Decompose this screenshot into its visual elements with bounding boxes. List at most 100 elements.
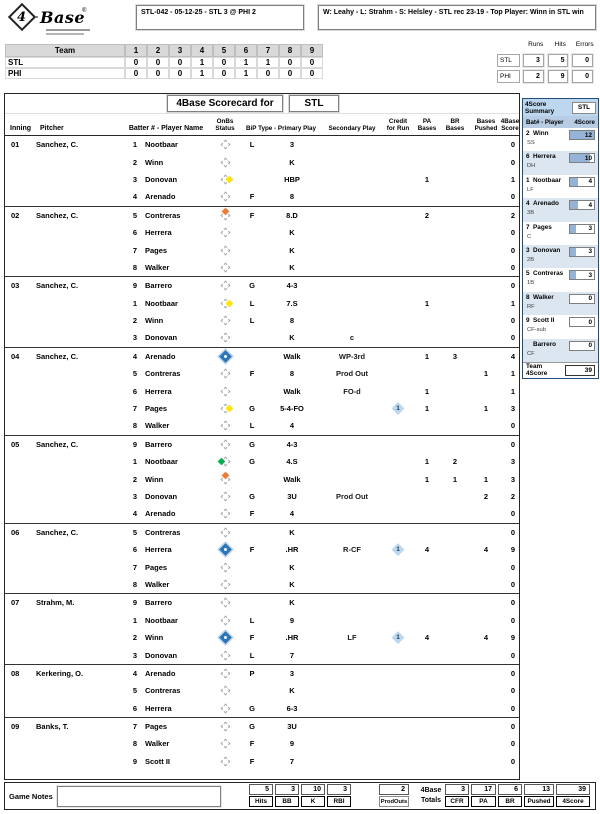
bip-type: L [249, 316, 255, 326]
secondary-play [321, 453, 383, 470]
fourscore-team-selector[interactable]: STL [572, 101, 596, 114]
inning-cell [5, 682, 35, 699]
primary-play: K [289, 579, 295, 589]
bases-pushed: 4 [483, 545, 489, 555]
credit-for-run-cell [383, 470, 413, 487]
batter-name: Pages [145, 245, 168, 255]
onbase-status-cell [209, 224, 241, 241]
br-bases [441, 753, 469, 770]
inning-group: 08 Kerkering, O. 4 Arenado P 3 0 5 Contreras K 0 6 H… [5, 665, 519, 718]
inning-group: 03 Sanchez, C. 9 Barrero G 4-3 0 1 Nootbaar L 7.S 1… [5, 277, 519, 348]
fourscore-player-line: 5 Contreras [526, 270, 596, 277]
br-bases [441, 700, 469, 717]
bip-type [241, 259, 263, 276]
credit-for-run-cell [383, 453, 413, 470]
fourbase-score: 4 [510, 351, 515, 361]
onbase-status-cell [209, 312, 241, 329]
rhe-value: 3 [523, 54, 544, 67]
logo-number: 4 [17, 10, 27, 25]
empty-diamond-icon [220, 439, 230, 450]
onbase-status-icon-none [219, 367, 232, 380]
scorecard-table: 4Base Scorecard for STL Inning Pitcher B… [4, 93, 520, 780]
linescore-inning-header: 9 [301, 44, 323, 57]
batter-row: 1 Nootbaar G 4.S 1 2 3 [5, 453, 519, 470]
stat-hits-group: 5 Hits [249, 784, 273, 807]
secondary-play [321, 682, 383, 699]
col-header-credit-for-run: Credit for Run [386, 118, 410, 133]
batter-row: 4 Arenado F 8 0 [5, 188, 519, 205]
bip-type: L [249, 650, 255, 660]
batter-name: Walker [145, 262, 170, 272]
inning-cell [5, 453, 35, 470]
batter-name: Arenado [145, 192, 176, 202]
batter-name: Donovan [145, 174, 178, 184]
bip-type [241, 153, 263, 170]
fourscore-player-line: 7 Pages [526, 224, 596, 231]
pa-bases [413, 735, 441, 752]
pitcher-cell: Sanchez, C. [36, 281, 79, 291]
secondary-play: Prod Out [335, 492, 369, 501]
credit-for-run-cell [383, 207, 413, 224]
secondary-play [321, 400, 383, 417]
empty-diamond-icon [220, 685, 230, 696]
batter-row: 5 Contreras K 0 [5, 682, 519, 699]
col-header-br-bases: BR Bases [445, 118, 465, 133]
scorecard-team-selector[interactable]: STL [289, 95, 339, 112]
fourbase-score: 1 [510, 369, 515, 379]
batter-row: 3 Donovan HBP 1 1 [5, 171, 519, 188]
pitcher-cell: Sanchez, C. [36, 140, 79, 150]
credit-for-run-cell [383, 171, 413, 188]
batter-name: Nootbaar [145, 457, 178, 467]
fourbase-score: 0 [510, 192, 515, 202]
onbase-status-icon-none [219, 156, 232, 169]
inning-cell: 01 [11, 140, 20, 150]
br-bases [441, 505, 469, 522]
onbase-status-icon-scored [218, 350, 232, 363]
fourbase-score: 3 [510, 457, 515, 467]
bip-type: G [249, 404, 255, 414]
onbase-status-cell [209, 329, 241, 346]
pa-bases: 1 [424, 404, 430, 414]
bases-pushed: 2 [483, 492, 489, 501]
fourscore-player-number: 6 [526, 153, 530, 161]
onbase-status-cell [209, 665, 241, 682]
bip-type: G [249, 457, 255, 467]
credit-for-run-diamond-icon: 1 [391, 402, 405, 416]
secondary-play [321, 436, 383, 453]
primary-play: 3 [289, 140, 295, 150]
onbase-status-cell [209, 646, 241, 663]
pa-bases [413, 505, 441, 522]
stat-prodouts-value: 2 [379, 784, 409, 795]
primary-play: 3U [287, 492, 297, 501]
br-bases [441, 241, 469, 258]
fourscore-player-score: 10 [569, 153, 595, 164]
empty-diamond-icon [220, 615, 230, 626]
stat-prodouts-group: 2 ProdOuts [379, 784, 409, 807]
pitcher-cell [35, 612, 123, 629]
fourbase-score: 3 [510, 404, 515, 414]
pa-bases [413, 329, 441, 346]
total-pa-group: 17 PA [471, 784, 496, 807]
total-pushed-label: Pushed [524, 796, 554, 807]
onbase-status-cell [209, 259, 241, 276]
stat-k-value: 10 [301, 784, 325, 795]
br-bases [441, 576, 469, 593]
pa-bases [413, 153, 441, 170]
onbase-status-cell [209, 505, 241, 522]
empty-diamond-icon [220, 668, 230, 679]
credit-for-run-cell [383, 665, 413, 682]
linescore-inning-score: 0 [125, 68, 147, 79]
bip-type: L [249, 298, 255, 308]
total-br-value: 6 [498, 784, 522, 795]
batter-name: Walker [145, 739, 170, 749]
game-notes-input[interactable] [57, 786, 221, 807]
rhe-column-header: Hits [554, 41, 566, 48]
batter-number: 5 [132, 527, 137, 537]
fourbase-score: 0 [510, 615, 515, 625]
empty-diamond-icon [220, 739, 230, 749]
pa-bases: 2 [424, 210, 430, 220]
bip-type [241, 682, 263, 699]
fourbase-score: 0 [510, 509, 515, 519]
inning-cell [5, 488, 35, 505]
bases-pushed [469, 171, 503, 188]
